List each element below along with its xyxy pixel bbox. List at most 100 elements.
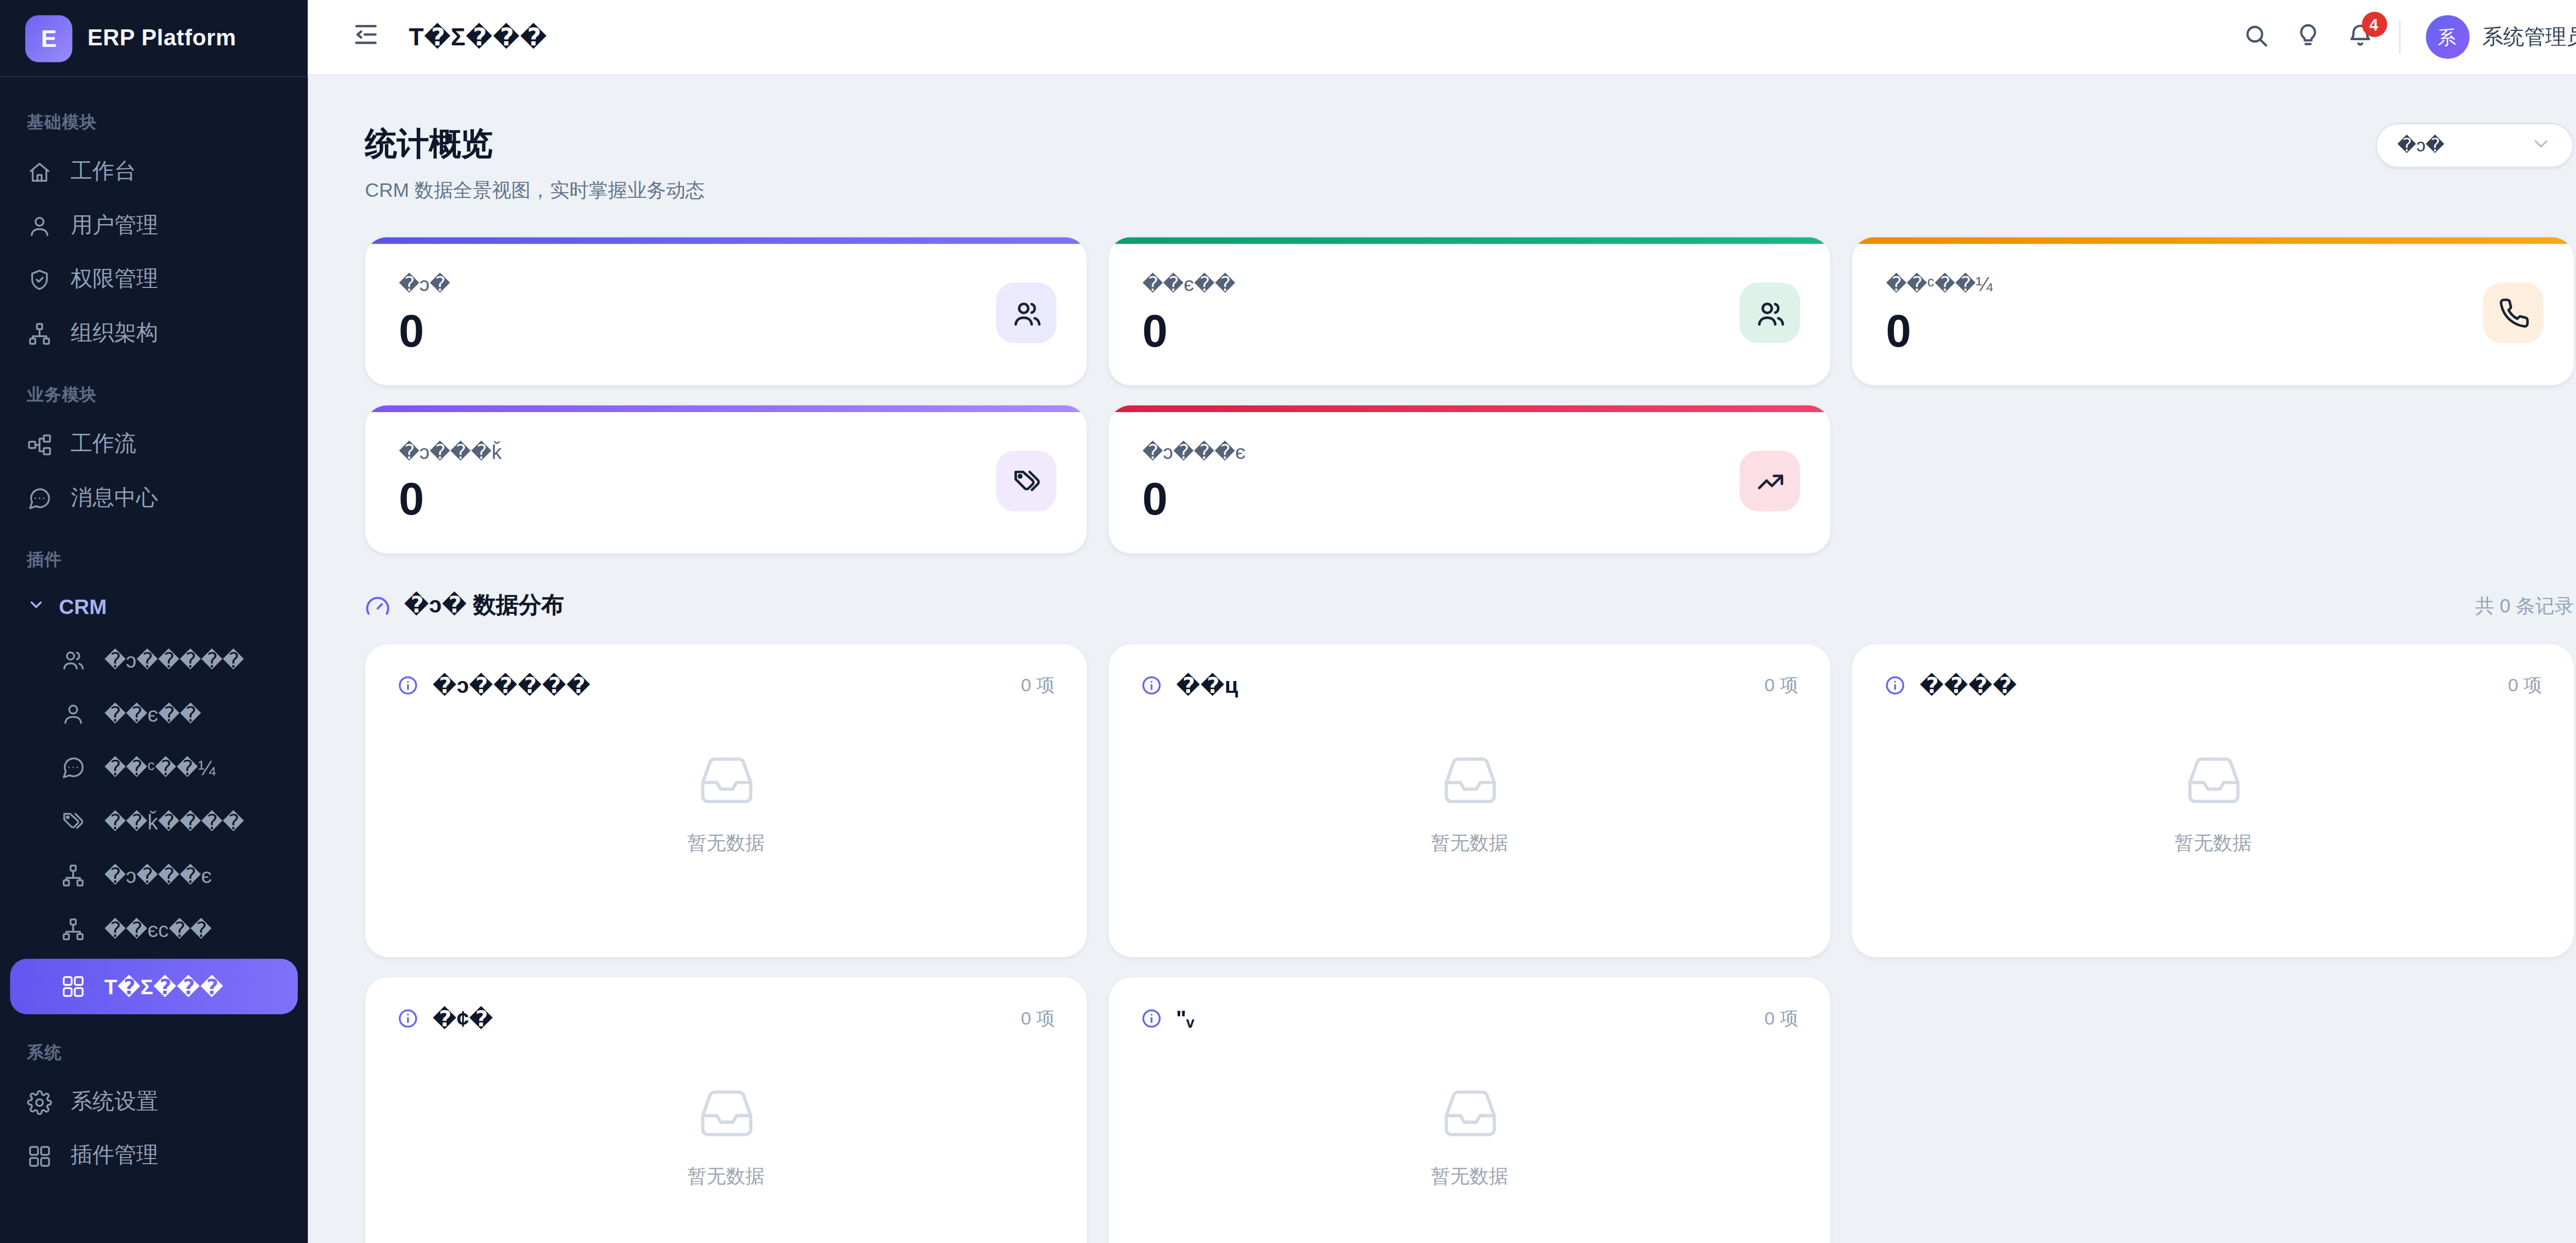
stat-text: ��ᶜ��¼0 (1886, 271, 1992, 354)
sidebar-item-crm-item-5[interactable]: �ɔ���є (0, 848, 308, 901)
distribution-title: �ɔ� 数据分布 (404, 590, 564, 621)
stat-label: �ɔ���ǩ (399, 440, 502, 464)
period-select-value: �ɔ� (2397, 134, 2445, 156)
stat-accent-bar (365, 405, 1087, 412)
distribution-card-title: �ɔ����� (397, 673, 591, 698)
inbox-icon (696, 1082, 756, 1149)
distribution-card: ʺᵥ 0 项暂无数据 (1109, 977, 1831, 1243)
sidebar: E ERP Platform 基础模块工作台用户管理权限管理组织架构业务模块工作… (0, 0, 308, 1243)
empty-text: 暂无数据 (1431, 1164, 1508, 1189)
brand: E ERP Platform (0, 0, 308, 77)
sidebar-section-label: 业务模块 (0, 360, 308, 417)
distribution-card-count: 0 项 (1021, 1006, 1055, 1031)
sidebar-section-label: 基础模块 (0, 88, 308, 145)
sidebar-item-crm-item-4[interactable]: ��ǩ���� (0, 794, 308, 847)
sidebar-item-plugin-management[interactable]: 插件管理 (0, 1129, 308, 1182)
sidebar-item-message-center[interactable]: 消息中心 (0, 471, 308, 524)
sidebar-item-label: 组织架构 (71, 318, 158, 348)
distribution-card-title: �¢� (397, 1006, 494, 1031)
stat-accent-bar (1109, 405, 1831, 412)
chevron-down-icon (2530, 133, 2552, 158)
users-icon (996, 283, 1057, 344)
distribution-head: �ɔ� 数据分布 共 0 条记录 (365, 590, 2574, 621)
empty-text: 暂无数据 (1431, 831, 1508, 856)
page-title: 统计概览 (365, 123, 705, 166)
sidebar-item-label: �ɔ����� (104, 647, 244, 672)
sidebar-section-label: 插件 (0, 525, 308, 582)
distribution-card: �¢�0 项暂无数据 (365, 977, 1087, 1243)
stat-card: ��є��0 (1109, 237, 1831, 385)
sidebar-item-workbench[interactable]: 工作台 (0, 145, 308, 198)
sidebar-group-crm[interactable]: CRM (0, 582, 308, 633)
sidebar-item-label: ��є�� (104, 701, 201, 726)
stat-value: 0 (399, 477, 502, 522)
stat-card: �ɔ���є0 (1109, 405, 1831, 553)
header-right: 4 系 系统管理员 (2242, 15, 2576, 59)
distribution-card-head: �¢� 0 项 (397, 1006, 1055, 1031)
info-icon (397, 674, 419, 696)
sidebar-item-crm-item-6[interactable]: ��єс�� (0, 901, 308, 955)
search-icon (2242, 21, 2268, 53)
main-column: T�Ʃ��� 4 系 系统管理员 (308, 0, 2576, 1243)
info-icon (1141, 1008, 1162, 1029)
search-button[interactable] (2242, 21, 2268, 53)
info-icon (1141, 674, 1162, 696)
sidebar-nav: 基础模块工作台用户管理权限管理组织架构业务模块工作流消息中心插件CRM �ɔ���… (0, 77, 308, 1243)
sidebar-item-crm-item-active[interactable]: T�Ʃ��� (10, 959, 298, 1014)
sidebar-item-org-structure[interactable]: 组织架构 (0, 306, 308, 360)
sidebar-item-label: ��ᶜ��¼ (104, 754, 215, 779)
sidebar-item-label: T�Ʃ��� (104, 974, 223, 999)
theme-button[interactable] (2294, 21, 2320, 53)
layout-grid-icon (61, 974, 86, 999)
brand-logo: E (25, 14, 72, 61)
period-select[interactable]: �ɔ� (2376, 123, 2574, 168)
collapse-sidebar-button[interactable] (351, 20, 380, 54)
stat-text: �ɔ���ǩ 0 (399, 440, 502, 522)
distribution-card-count: 0 项 (2508, 673, 2542, 698)
distribution-card-label: ���� (1920, 673, 2017, 698)
distribution-total: 共 0 条记录 (2475, 593, 2574, 618)
sidebar-item-crm-item-2[interactable]: ��є�� (0, 686, 308, 740)
distribution-card-title: ���� (1884, 673, 2017, 698)
sidebar-item-label: �ɔ���є (104, 862, 212, 887)
distribution-card-head: �ɔ����� 0 项 (397, 673, 1055, 698)
stat-accent-bar (1109, 237, 1831, 244)
sidebar-item-user-management[interactable]: 用户管理 (0, 198, 308, 252)
sidebar-item-crm-item-3[interactable]: ��ᶜ��¼ (0, 740, 308, 794)
sidebar-item-system-settings[interactable]: 系统设置 (0, 1075, 308, 1129)
user-icon (27, 213, 52, 238)
content: 统计概览 CRM 数据全景视图，实时掌握业务动态 �ɔ� �ɔ�0��є��0�… (308, 76, 2576, 1243)
stats-grid: �ɔ�0��є��0��ᶜ��¼0�ɔ���ǩ0�ɔ���є0 (365, 237, 2574, 553)
inbox-icon (696, 748, 756, 816)
sidebar-item-label: 权限管理 (71, 264, 158, 295)
sidebar-section-label: 系统 (0, 1018, 308, 1075)
sidebar-item-permission-management[interactable]: 权限管理 (0, 252, 308, 306)
info-icon (397, 1008, 419, 1029)
user-menu[interactable]: 系 系统管理员 (2425, 15, 2576, 59)
message-circle-icon (27, 485, 52, 510)
notifications-button[interactable]: 4 (2346, 21, 2372, 53)
layout-grid-icon (27, 1143, 52, 1168)
stat-value: 0 (399, 309, 450, 354)
brand-name: ERP Platform (88, 25, 236, 50)
sidebar-item-label: 工作流 (71, 429, 136, 459)
sidebar-item-label: 系统设置 (71, 1086, 158, 1117)
empty-state: 暂无数据 (1884, 748, 2542, 856)
distribution-card-title: ʺᵥ (1141, 1006, 1194, 1031)
stat-value: 0 (1142, 309, 1235, 354)
header: T�Ʃ��� 4 系 系统管理员 (308, 0, 2576, 76)
stat-card: ��ᶜ��¼0 (1852, 237, 2574, 385)
page-head: 统计概览 CRM 数据全景视图，实时掌握业务动态 �ɔ� (365, 123, 2574, 203)
phone-icon (2483, 283, 2544, 344)
user-icon (61, 701, 86, 726)
trending-up-icon (1739, 451, 1800, 512)
sidebar-item-crm-item-1[interactable]: �ɔ����� (0, 633, 308, 686)
distribution-card-head: ʺᵥ 0 项 (1141, 1006, 1799, 1031)
app-root: E ERP Platform 基础模块工作台用户管理权限管理组织架构业务模块工作… (0, 0, 2576, 1243)
sidebar-item-workflow[interactable]: 工作流 (0, 417, 308, 471)
sidebar-item-label: 用户管理 (71, 210, 158, 241)
distribution-grid: �ɔ�����0 项暂无数据��ц0 项暂无数据����0 项暂无数据�¢�0 … (365, 644, 2574, 1243)
distribution-card-count: 0 项 (1765, 1006, 1799, 1031)
distribution-card-count: 0 项 (1021, 673, 1055, 698)
sitemap-icon (27, 320, 52, 346)
